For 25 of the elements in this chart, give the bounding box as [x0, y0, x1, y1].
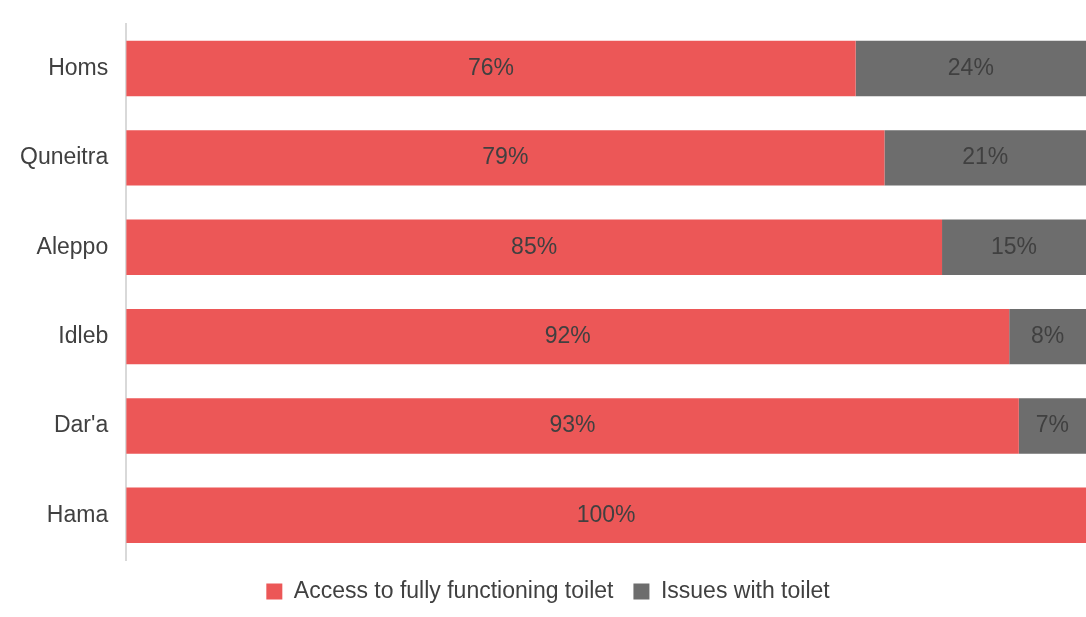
- data-label: 76%: [467, 53, 514, 80]
- data-label: 92%: [544, 321, 591, 348]
- legend-label: Issues with toilet: [660, 576, 831, 603]
- bar: [126, 130, 885, 186]
- bar: [126, 40, 856, 97]
- bar: [126, 219, 943, 275]
- bar: [126, 308, 1010, 365]
- bar: [126, 487, 1086, 544]
- y-tick-label: Hama: [46, 500, 109, 527]
- bar: [884, 130, 1086, 186]
- data-label: 85%: [511, 232, 558, 259]
- bar: [1018, 398, 1086, 454]
- bar: [855, 40, 1086, 97]
- data-label: 100%: [576, 500, 636, 527]
- bar: [1009, 308, 1086, 365]
- bar: [942, 219, 1086, 275]
- y-tick-label: Homs: [48, 53, 109, 80]
- legend-label: Access to fully functioning toilet: [293, 576, 615, 603]
- y-tick-label: Aleppo: [36, 232, 109, 259]
- data-label: 79%: [482, 143, 529, 170]
- data-label: 93%: [549, 411, 596, 438]
- y-tick-label: Quneitra: [20, 143, 109, 170]
- bar: [126, 398, 1019, 454]
- y-tick-label: Dar'a: [53, 411, 109, 438]
- y-tick-label: Idleb: [58, 321, 109, 348]
